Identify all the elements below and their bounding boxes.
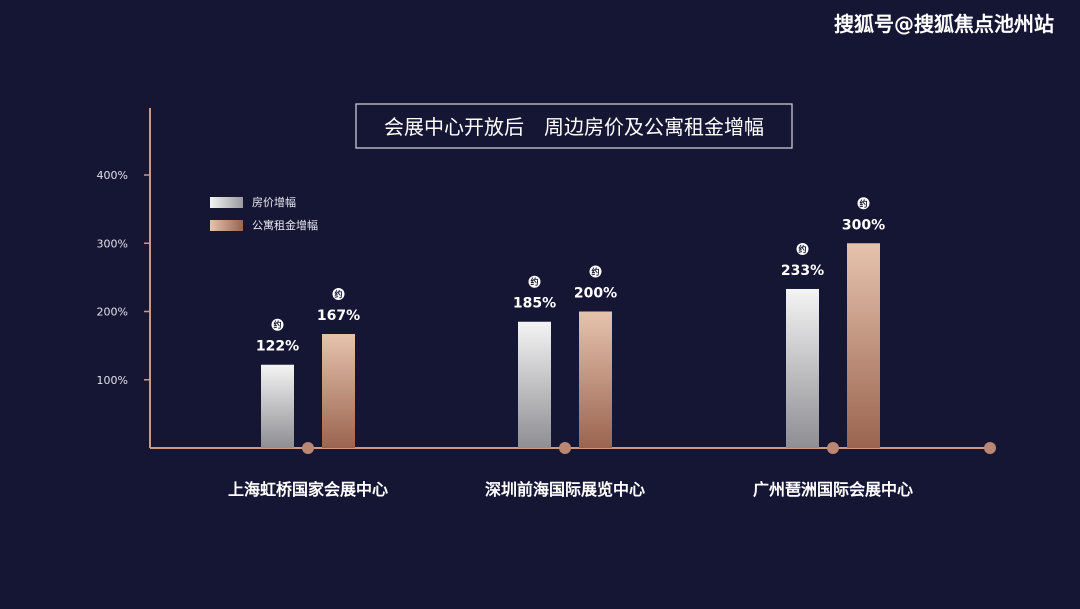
approx-badge-text: 约 [274,320,282,330]
chart-title: 会展中心开放后 周边房价及公寓租金增幅 [384,115,764,139]
watermark: 搜狐号@搜狐焦点池州站 [834,12,1054,36]
legend-swatch-series-1 [210,197,243,208]
approx-badge [857,197,870,210]
y-tick-label: 100% [97,374,128,387]
bar [322,334,355,448]
x-tick-label: 广州琶洲国际会展中心 [753,480,913,499]
approx-badge-text: 约 [799,244,807,254]
legend-label-series-1: 房价增幅 [252,195,296,209]
approx-badge [271,318,284,331]
approx-badge [332,288,345,301]
bar [579,311,612,448]
axis-dot [984,442,996,454]
data-label: 167% [317,308,360,324]
data-label: 200% [574,286,617,302]
chart-title-box [355,103,793,149]
approx-badge [589,265,602,278]
bar [847,243,880,448]
legend-swatch-series-2 [210,220,243,231]
approx-badge [796,242,809,255]
axis-dot [559,442,571,454]
bar [518,321,551,448]
data-label: 233% [781,263,824,279]
x-tick-label: 深圳前海国际展览中心 [485,480,645,499]
x-tick-label: 上海虹桥国家会展中心 [228,480,388,499]
y-tick-label: 300% [97,237,128,250]
data-label: 300% [842,217,885,233]
bar [261,364,294,448]
approx-badge-text: 约 [335,289,343,299]
axis-dot [302,442,314,454]
data-label: 185% [513,296,556,312]
approx-badge-text: 约 [592,267,600,277]
y-tick-label: 200% [97,306,128,319]
data-label: 122% [256,339,299,355]
approx-badge-text: 约 [860,198,868,208]
legend-label-series-2: 公寓租金增幅 [252,218,318,232]
bar [786,288,819,448]
approx-badge [528,275,541,288]
y-tick-label: 400% [97,169,128,182]
approx-badge-text: 约 [531,277,539,287]
axis-dot [827,442,839,454]
